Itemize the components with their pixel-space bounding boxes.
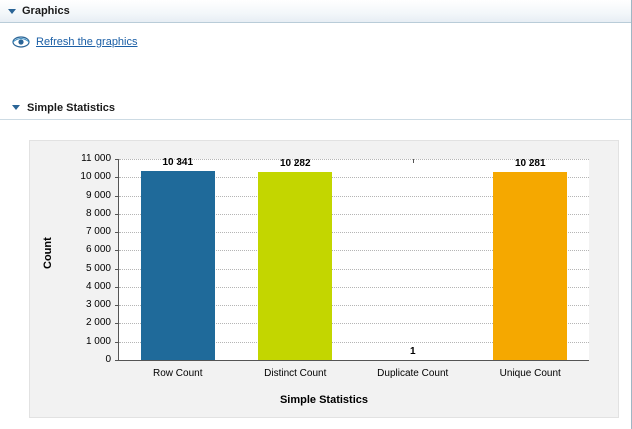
grid-line <box>119 177 589 179</box>
grid-line <box>119 341 589 343</box>
grid-line <box>119 323 589 325</box>
y-tick-label: 1 000 <box>85 335 111 347</box>
y-tick-label: 0 <box>105 354 111 365</box>
y-tick-mark <box>115 323 119 325</box>
bar-value-label: 10 282 <box>279 158 311 170</box>
y-tick-mark <box>115 177 119 179</box>
y-tick-label: 3 000 <box>85 299 111 311</box>
y-tick-label: 10 000 <box>80 171 111 183</box>
grid-line <box>119 286 589 288</box>
grid-line <box>119 213 589 215</box>
bar[interactable] <box>258 172 333 360</box>
y-tick-mark <box>115 341 119 343</box>
y-tick-label: 11 000 <box>81 153 111 164</box>
graphics-panel-header[interactable]: Graphics <box>0 0 631 23</box>
x-tick-label: Unique Count <box>499 368 561 379</box>
x-tick-mark <box>530 159 532 163</box>
y-tick-label: 4 000 <box>85 280 111 292</box>
x-tick-label: Duplicate Count <box>377 368 449 379</box>
grid-line <box>119 195 589 197</box>
y-tick-mark <box>115 360 119 361</box>
triangle-down-icon[interactable] <box>12 105 20 110</box>
eye-icon <box>12 35 30 49</box>
grid-line <box>119 268 589 270</box>
page-title: Graphics <box>22 5 70 17</box>
y-tick-mark <box>115 159 119 160</box>
y-tick-label: 9 000 <box>85 189 111 201</box>
x-axis-label: Simple Statistics <box>279 394 369 406</box>
y-tick-mark <box>115 268 119 270</box>
y-tick-label: 2 000 <box>85 317 111 329</box>
y-tick-label: 5 000 <box>85 262 111 274</box>
x-tick-mark <box>177 159 179 163</box>
triangle-down-icon[interactable] <box>8 8 16 14</box>
bar-value-label: 10 281 <box>514 158 546 170</box>
y-tick-mark <box>115 286 119 288</box>
section-title: Simple Statistics <box>27 101 116 114</box>
bar-value-label: 1 <box>409 345 416 357</box>
x-tick-mark <box>295 159 297 163</box>
y-tick-mark <box>115 195 119 197</box>
y-tick-mark <box>115 250 119 252</box>
x-tick-label: Distinct Count <box>264 368 327 379</box>
x-tick-mark <box>412 159 414 163</box>
y-tick-label: 7 000 <box>85 226 111 238</box>
bar[interactable] <box>493 172 568 360</box>
grid-line <box>119 250 589 252</box>
refresh-graphics-row: Refresh the graphics <box>0 23 631 61</box>
grid-line <box>119 305 589 307</box>
plot-area: 0 1 000 2 000 3 000 4 000 5 000 6 000 7 000 8 00… <box>80 153 589 379</box>
grid-line <box>119 232 589 234</box>
simple-statistics-section-header[interactable]: Simple Statistics <box>0 96 631 120</box>
x-tick-label: Row Count <box>153 368 203 379</box>
y-tick-mark <box>115 213 119 215</box>
refresh-graphics-link[interactable]: Refresh the graphics <box>36 36 138 48</box>
y-tick-label: 8 000 <box>85 207 111 219</box>
bar[interactable] <box>140 171 215 360</box>
y-tick-mark <box>115 305 119 307</box>
grid-line <box>119 159 589 160</box>
y-tick-mark <box>115 232 119 234</box>
y-tick-label: 6 000 <box>85 244 111 256</box>
